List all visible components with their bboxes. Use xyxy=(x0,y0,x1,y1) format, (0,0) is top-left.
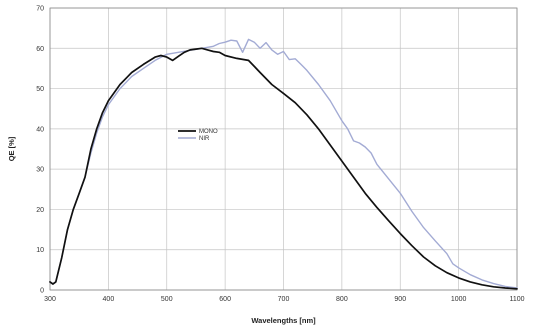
x-tick-label: 300 xyxy=(44,296,56,303)
series-line-nir xyxy=(49,38,518,289)
series-line-mono xyxy=(49,47,518,290)
x-axis-tick-labels: 300 400 500 600 700 800 900 1000 1100 xyxy=(44,296,524,303)
plot-area-frame xyxy=(49,7,518,291)
y-tick-label: 0 xyxy=(40,288,44,295)
y-tick-label: 70 xyxy=(36,6,44,13)
x-tick-label: 1100 xyxy=(509,296,524,303)
legend-label-mono: MONO xyxy=(199,129,218,135)
series-layer xyxy=(49,38,518,290)
y-tick-label: 60 xyxy=(36,46,44,53)
x-tick-label: 800 xyxy=(336,296,348,303)
x-tick-label: 700 xyxy=(278,296,290,303)
x-tick-label: 400 xyxy=(103,296,115,303)
y-axis-label: QE [%] xyxy=(7,136,16,161)
x-tick-label: 1000 xyxy=(451,296,467,303)
x-axis-label: Wavelengths [nm] xyxy=(251,316,316,325)
y-tick-label: 40 xyxy=(36,126,44,133)
x-tick-label: 900 xyxy=(394,296,406,303)
y-axis-tick-labels: 0 10 20 30 40 50 60 70 xyxy=(36,6,44,295)
y-tick-label: 20 xyxy=(36,207,44,214)
y-tick-label: 10 xyxy=(36,247,44,254)
y-tick-label: 30 xyxy=(36,167,44,174)
y-tick-label: 50 xyxy=(36,86,44,93)
x-tick-label: 600 xyxy=(219,296,231,303)
legend: MONO NIR xyxy=(178,129,218,142)
legend-label-nir: NIR xyxy=(199,136,210,142)
x-tick-label: 500 xyxy=(161,296,173,303)
